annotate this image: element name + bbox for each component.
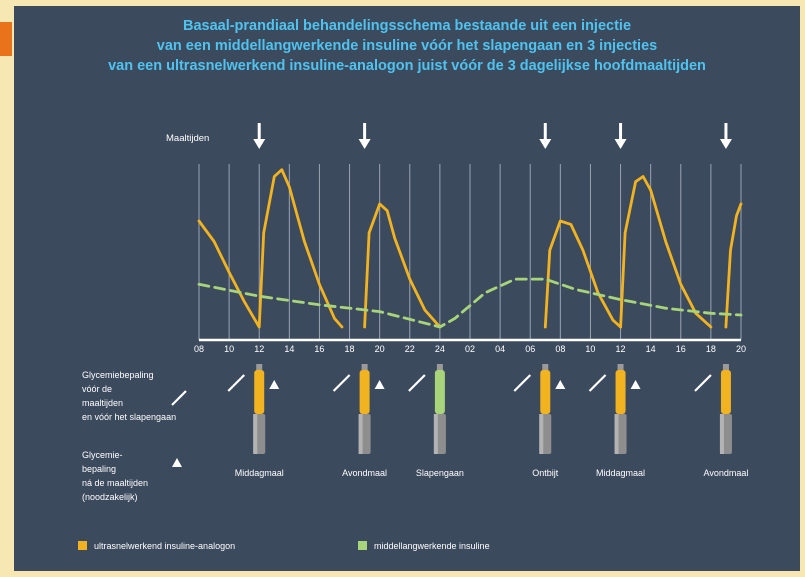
pre-meal-line-2: vóór de bbox=[82, 384, 112, 394]
pen-cartridge bbox=[540, 370, 551, 414]
event-label: Middagmaal bbox=[235, 468, 284, 478]
pen-cartridge bbox=[720, 370, 731, 414]
down-arrow-head-icon bbox=[614, 139, 627, 149]
hour-tick-label: 08 bbox=[555, 344, 565, 354]
down-arrow-head-icon bbox=[539, 139, 552, 149]
hour-tick-label: 12 bbox=[616, 344, 626, 354]
hour-tick-label: 18 bbox=[706, 344, 716, 354]
pre-meal-marker bbox=[694, 374, 712, 392]
hour-tick-label: 22 bbox=[405, 344, 415, 354]
pre-meal-marker bbox=[171, 390, 187, 406]
event-label: Avondmaal bbox=[342, 468, 387, 478]
hour-tick-label: 14 bbox=[284, 344, 294, 354]
rapid-insulin-curve bbox=[543, 219, 622, 329]
pen-cartridge bbox=[359, 370, 370, 414]
hour-gridlines bbox=[198, 164, 742, 342]
hour-tick-label: 20 bbox=[375, 344, 385, 354]
pre-meal-marker bbox=[513, 374, 532, 392]
post-meal-triangle-icon bbox=[374, 380, 385, 389]
pen-cartridge bbox=[254, 370, 265, 414]
insulin-curves bbox=[197, 168, 743, 329]
meals-label: Maaltijden bbox=[166, 133, 209, 144]
pen-tip bbox=[361, 364, 368, 372]
post-meal-line-1: Glycemie- bbox=[82, 450, 123, 460]
rapid-insulin-curve bbox=[363, 202, 442, 329]
pen-highlight bbox=[614, 414, 619, 454]
pen-highlight bbox=[539, 414, 544, 454]
hour-tick-label: 16 bbox=[314, 344, 324, 354]
hour-tick-label: 10 bbox=[224, 344, 234, 354]
rapid-insulin-curve bbox=[619, 175, 713, 329]
meal-arrows bbox=[253, 123, 732, 149]
hour-tick-label: 04 bbox=[495, 344, 505, 354]
pre-meal-line-4: en vóór het slapengaan bbox=[82, 412, 176, 422]
post-meal-triangle-icon bbox=[172, 458, 182, 467]
event-label: Middagmaal bbox=[596, 468, 645, 478]
post-meal-line-2: bepaling bbox=[82, 464, 116, 474]
pen-cartridge bbox=[434, 370, 445, 414]
hour-tick-label: 02 bbox=[465, 344, 475, 354]
orange-accent-bar bbox=[0, 22, 12, 56]
intermediate-insulin-curve bbox=[197, 277, 743, 329]
pen-highlight bbox=[358, 414, 363, 454]
legend-post-meal: Glycemie- bepaling ná de maaltijden (noo… bbox=[82, 450, 182, 502]
hour-tick-label: 08 bbox=[194, 344, 204, 354]
hour-tick-label: 10 bbox=[585, 344, 595, 354]
down-arrow-head-icon bbox=[719, 139, 732, 149]
title-line-3: van een ultrasnelwerkend insuline-analog… bbox=[108, 58, 706, 74]
legend-label-ultra: ultrasnelwerkend insuline-analogon bbox=[94, 541, 235, 551]
pen-tip bbox=[542, 364, 549, 372]
event-label: Ontbijt bbox=[532, 468, 559, 478]
legend-label-middle: middellangwerkende insuline bbox=[374, 541, 490, 551]
hour-tick-label: 20 bbox=[736, 344, 746, 354]
pen-tip bbox=[256, 364, 263, 372]
legend-swatch-middle bbox=[358, 541, 367, 550]
injection-pens: Middagmaal Avondmaal Slapengaan Ontbijt Midd… bbox=[227, 364, 749, 478]
event-label: Avondmaal bbox=[704, 468, 749, 478]
hour-tick-labels: 08 10 12 14 16 18 20 22 24 02 04 06 08 10 12 14 16 18 20 bbox=[194, 344, 746, 354]
legend-swatch-ultra bbox=[78, 541, 87, 550]
post-meal-triangle-icon bbox=[555, 380, 566, 389]
figure-title: Basaal-prandiaal behandelingsschema best… bbox=[14, 16, 800, 76]
hour-tick-label: 12 bbox=[254, 344, 264, 354]
event-label: Slapengaan bbox=[416, 468, 464, 478]
post-meal-line-4: (noodzakelijk) bbox=[82, 492, 138, 502]
hour-tick-label: 18 bbox=[345, 344, 355, 354]
rapid-insulin-curve bbox=[724, 202, 743, 329]
pre-meal-marker bbox=[588, 374, 607, 392]
rapid-insulin-curve bbox=[197, 168, 344, 329]
pen-tip bbox=[617, 364, 624, 372]
insulin-scheme-diagram: Maaltijden 08 10 12 14 16 18 20 22 24 02 04 06 08 10 1… bbox=[78, 123, 749, 551]
pre-meal-marker bbox=[227, 374, 246, 392]
down-arrow-head-icon bbox=[253, 139, 266, 149]
pen-highlight bbox=[433, 414, 438, 454]
pre-meal-marker bbox=[408, 374, 426, 392]
pen-tip bbox=[722, 364, 729, 372]
pre-meal-line-3: maaltijden bbox=[82, 398, 123, 408]
post-meal-line-3: ná de maaltijden bbox=[82, 478, 148, 488]
pen-highlight bbox=[719, 414, 724, 454]
figure-panel: Basaal-prandiaal behandelingsschema best… bbox=[14, 6, 800, 571]
post-meal-triangle-icon bbox=[269, 380, 280, 389]
pre-meal-marker bbox=[332, 374, 351, 392]
title-line-1: Basaal-prandiaal behandelingsschema best… bbox=[182, 18, 632, 34]
pen-tip bbox=[436, 364, 443, 372]
post-meal-triangle-icon bbox=[630, 380, 641, 389]
down-arrow-head-icon bbox=[358, 139, 371, 149]
pen-cartridge bbox=[615, 370, 626, 414]
hour-tick-label: 16 bbox=[676, 344, 686, 354]
pre-meal-line-1: Glycemiebepaling bbox=[82, 370, 154, 380]
hour-tick-label: 06 bbox=[525, 344, 535, 354]
hour-tick-label: 24 bbox=[435, 344, 445, 354]
color-legend: ultrasnelwerkend insuline-analogon midde… bbox=[78, 541, 490, 551]
pen-highlight bbox=[253, 414, 258, 454]
legend-pre-meal: Glycemiebepaling vóór de maaltijden en v… bbox=[82, 370, 187, 422]
hour-tick-label: 14 bbox=[646, 344, 656, 354]
title-line-2: van een middellangwerkende insuline vóór… bbox=[156, 38, 658, 54]
